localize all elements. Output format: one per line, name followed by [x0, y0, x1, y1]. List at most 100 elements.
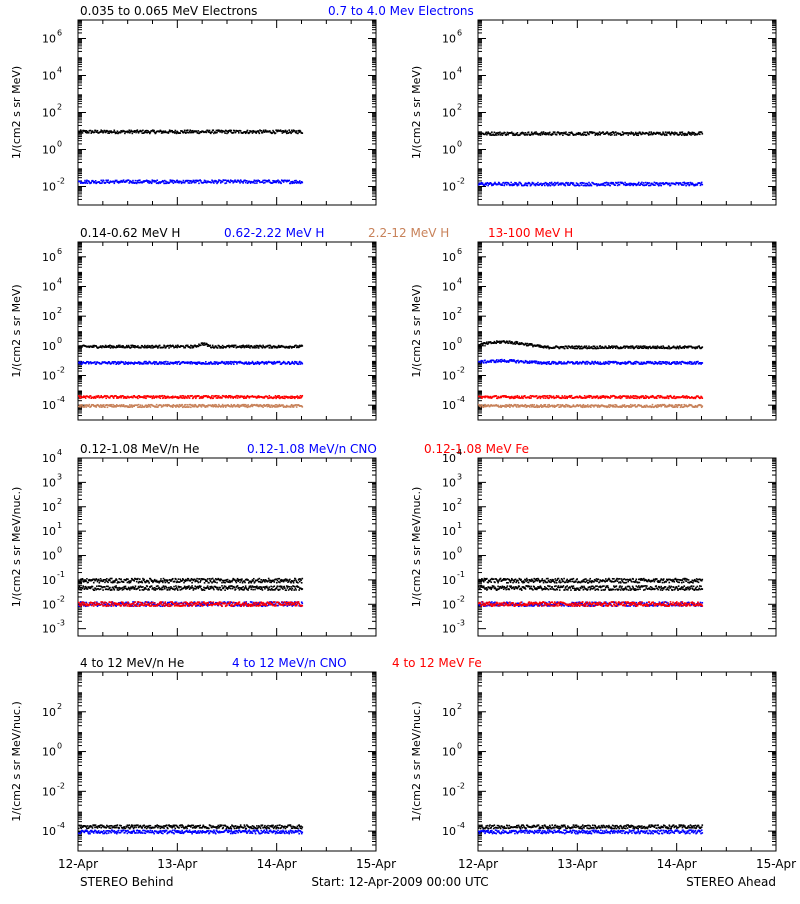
data-point-r2-behind-s3 — [302, 395, 304, 397]
y-tick-label: 10 — [442, 144, 456, 157]
data-point-r1-ahead-s1 — [609, 185, 611, 187]
data-point-r1-behind-s0 — [187, 129, 189, 131]
panel-frame-r1-behind — [78, 20, 376, 205]
data-point-r2-ahead-s2 — [702, 405, 704, 407]
data-point-r2-ahead-s1 — [480, 362, 482, 364]
data-point-r2-ahead-s2 — [590, 406, 592, 408]
data-point-r2-behind-s1 — [169, 363, 171, 365]
y-tick-exponent: 6 — [457, 247, 462, 256]
data-point-r1-behind-s0 — [240, 130, 242, 132]
data-point-r1-behind-s1 — [85, 181, 87, 183]
data-point-r1-behind-s0 — [262, 132, 264, 134]
data-point-r1-behind-s0 — [95, 130, 97, 132]
data-point-r2-behind-s1 — [165, 361, 167, 363]
data-point-r2-ahead-s0 — [586, 345, 588, 347]
data-point-r2-ahead-s2 — [558, 404, 560, 406]
data-point-r1-ahead-s0 — [690, 134, 692, 136]
data-point-r2-ahead-s3 — [517, 395, 519, 397]
data-point-r2-behind-s3 — [98, 395, 100, 397]
data-point-r2-behind-s0 — [159, 345, 161, 347]
data-point-r2-ahead-s0 — [566, 346, 568, 348]
data-point-r2-behind-s3 — [211, 395, 213, 397]
data-point-r1-behind-s1 — [175, 182, 177, 184]
data-point-r1-behind-s1 — [211, 182, 213, 184]
data-point-r2-behind-s2 — [188, 406, 190, 408]
data-point-r1-ahead-s1 — [485, 184, 487, 186]
row-2-series-title-3: 13-100 MeV H — [488, 226, 573, 240]
data-point-r1-behind-s0 — [287, 130, 289, 132]
y-tick-label: 10 — [442, 399, 456, 412]
data-point-r1-behind-s1 — [246, 180, 248, 182]
data-point-r2-behind-s3 — [132, 397, 134, 399]
panel-frame-r2-behind — [78, 242, 376, 420]
row-1-series-title-1: 0.7 to 4.0 Mev Electrons — [328, 4, 474, 18]
data-point-r1-behind-s1 — [200, 180, 202, 182]
data-point-r2-behind-s0 — [212, 345, 214, 347]
data-point-r2-ahead-s0 — [598, 347, 600, 349]
data-point-r1-behind-s1 — [254, 182, 256, 184]
data-point-r2-behind-s1 — [298, 363, 300, 365]
data-point-r1-behind-s0 — [113, 130, 115, 132]
data-point-r1-ahead-s0 — [562, 134, 564, 136]
y-tick-label: 10 — [442, 107, 456, 120]
panel-frame-r2-ahead — [478, 242, 776, 420]
y-tick-exponent: 0 — [57, 140, 62, 149]
data-point-r2-behind-s3 — [282, 396, 284, 398]
data-point-r2-ahead-s2 — [587, 404, 589, 406]
data-point-r1-ahead-s0 — [552, 133, 554, 135]
data-point-r1-behind-s0 — [275, 132, 277, 134]
data-point-r2-behind-s2 — [99, 406, 101, 408]
y-tick-exponent: 2 — [57, 103, 62, 112]
data-point-r2-behind-s3 — [191, 395, 193, 397]
y-tick-exponent: -2 — [457, 366, 465, 375]
data-point-r2-ahead-s0 — [588, 345, 590, 347]
data-point-r2-behind-s1 — [113, 363, 115, 365]
y-tick-label: 10 — [42, 144, 56, 157]
data-point-r1-ahead-s1 — [544, 185, 546, 187]
y-tick-label: 10 — [442, 310, 456, 323]
data-point-r1-ahead-s1 — [689, 184, 691, 186]
data-point-r1-ahead-s1 — [697, 184, 699, 186]
data-point-r1-behind-s1 — [113, 182, 115, 184]
data-point-r1-ahead-s1 — [675, 184, 677, 186]
data-point-r1-ahead-s0 — [682, 131, 684, 133]
data-point-r2-ahead-s0 — [527, 343, 529, 345]
data-point-r1-ahead-s0 — [565, 131, 567, 133]
data-point-r1-behind-s1 — [236, 181, 238, 183]
y-tick-exponent: 6 — [57, 247, 62, 256]
data-point-r1-ahead-s0 — [669, 131, 671, 133]
y-tick-exponent: -4 — [457, 395, 465, 404]
data-point-r1-ahead-s0 — [616, 134, 618, 136]
y-tick-label: 10 — [42, 107, 56, 120]
data-point-r2-behind-s2 — [110, 404, 112, 406]
data-point-r2-ahead-s2 — [515, 404, 517, 406]
data-point-r2-behind-s3 — [160, 397, 162, 399]
data-point-r2-behind-s0 — [79, 347, 81, 349]
data-point-r1-ahead-s1 — [579, 185, 581, 187]
data-point-r1-behind-s0 — [132, 133, 134, 135]
data-point-r1-behind-s1 — [132, 180, 134, 182]
data-point-r1-ahead-s0 — [543, 131, 545, 133]
data-point-r2-behind-s3 — [89, 397, 91, 399]
data-point-r1-ahead-s1 — [608, 182, 610, 184]
data-point-r2-behind-s3 — [126, 397, 128, 399]
data-point-r2-behind-s1 — [94, 361, 96, 363]
data-point-r2-behind-s2 — [138, 404, 140, 406]
data-point-r2-behind-s3 — [85, 397, 87, 399]
data-point-r1-ahead-s0 — [687, 134, 689, 136]
data-point-r1-ahead-s0 — [491, 131, 493, 133]
data-point-r1-ahead-s0 — [637, 134, 639, 136]
data-point-r1-behind-s1 — [226, 182, 228, 184]
data-point-r2-ahead-s1 — [484, 360, 486, 362]
data-point-r2-behind-s1 — [164, 363, 166, 365]
data-point-r1-ahead-s1 — [669, 183, 671, 185]
y-tick-exponent: 4 — [457, 66, 462, 75]
data-point-r1-behind-s0 — [263, 130, 265, 132]
y-tick-exponent: -2 — [57, 177, 65, 186]
data-point-r2-behind-s0 — [184, 347, 186, 349]
data-point-r2-behind-s2 — [181, 404, 183, 406]
data-point-r2-behind-s2 — [187, 404, 189, 406]
data-point-r1-behind-s1 — [101, 182, 103, 184]
data-point-r1-ahead-s1 — [591, 185, 593, 187]
